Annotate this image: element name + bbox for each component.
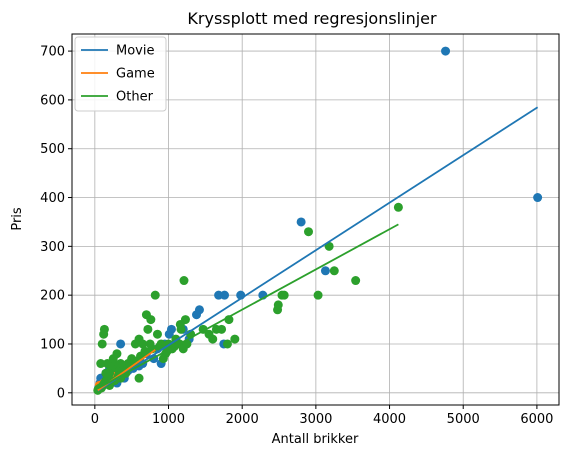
x-axis-label: Antall brikker xyxy=(272,432,359,447)
other-point xyxy=(273,305,283,315)
y-tick-label: 0 xyxy=(57,386,65,401)
y-tick-label: 700 xyxy=(40,45,65,60)
other-point xyxy=(101,368,111,378)
movie-point xyxy=(320,266,330,276)
y-tick-label: 300 xyxy=(40,240,65,255)
other-point xyxy=(143,324,153,334)
other-point xyxy=(97,339,107,349)
movie-point xyxy=(192,310,202,320)
legend-label-other: Other xyxy=(116,90,154,105)
x-tick-label: 1000 xyxy=(152,412,185,427)
axis-ticks: 0 1000 2000 3000 4000 5000 6000 0 100 200 300 400 50… xyxy=(40,45,553,427)
other-point xyxy=(140,346,150,356)
y-tick-label: 100 xyxy=(40,337,65,352)
other-point xyxy=(99,324,109,334)
y-tick-label: 200 xyxy=(40,289,65,304)
other-point xyxy=(146,315,156,325)
chart-title: Kryssplott med regresjonslinjer xyxy=(187,9,437,28)
movie-point xyxy=(533,193,543,203)
other-point xyxy=(222,339,232,349)
other-point xyxy=(304,227,314,237)
other-point xyxy=(134,373,144,383)
other-point xyxy=(130,339,140,349)
other-point xyxy=(96,359,106,369)
other-point xyxy=(329,266,339,276)
legend-label-movie: Movie xyxy=(116,44,154,59)
other-point xyxy=(150,290,160,300)
other-point xyxy=(158,354,168,364)
other-point xyxy=(112,349,122,359)
plot-area xyxy=(93,46,543,395)
x-tick-label: 5000 xyxy=(447,412,480,427)
y-tick-label: 400 xyxy=(40,191,65,206)
x-tick-label: 4000 xyxy=(373,412,406,427)
other-point xyxy=(393,202,403,212)
movie-point xyxy=(116,339,126,349)
movie-point xyxy=(164,329,174,339)
movie-regression-line xyxy=(97,106,539,392)
other-point xyxy=(230,334,240,344)
legend-label-game: Game xyxy=(116,67,155,82)
other-point xyxy=(179,276,189,286)
legend: Movie Game Other xyxy=(74,36,167,112)
other-point xyxy=(279,290,289,300)
other-point xyxy=(152,329,162,339)
x-tick-label: 2000 xyxy=(226,412,259,427)
movie-point xyxy=(441,46,451,56)
y-tick-label: 500 xyxy=(40,142,65,157)
y-tick-label: 600 xyxy=(40,93,65,108)
movie-point xyxy=(296,217,306,227)
legend-box xyxy=(74,36,167,112)
other-point xyxy=(208,334,218,344)
other-point xyxy=(176,324,186,334)
x-tick-label: 3000 xyxy=(299,412,332,427)
x-tick-label: 0 xyxy=(91,412,99,427)
other-point xyxy=(313,290,323,300)
grid xyxy=(72,34,559,405)
other-regression-line xyxy=(97,223,399,390)
movie-point xyxy=(220,290,230,300)
x-tick-label: 6000 xyxy=(520,412,553,427)
other-point xyxy=(351,276,361,286)
other-point xyxy=(217,324,227,334)
y-axis-label: Pris xyxy=(10,207,25,231)
